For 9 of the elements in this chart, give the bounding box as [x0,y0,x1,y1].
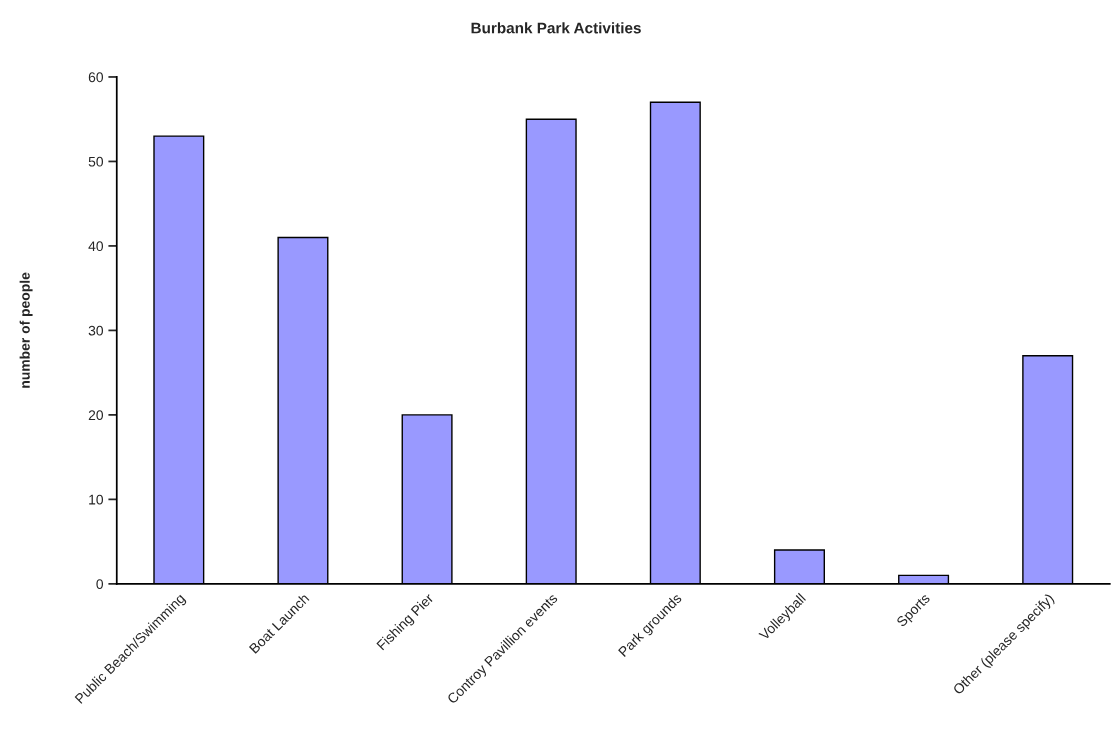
chart-title: Burbank Park Activities [471,22,641,34]
y-tick-label: 50 [88,156,104,167]
y-tick-label: 60 [88,72,104,83]
y-tick-label: 20 [88,410,104,421]
y-tick-label: 30 [88,325,104,336]
y-tick-label: 0 [96,579,104,590]
y-tick-label: 40 [88,241,104,252]
y-tick-label: 10 [89,494,104,505]
y-axis-title: number of people [19,272,33,388]
